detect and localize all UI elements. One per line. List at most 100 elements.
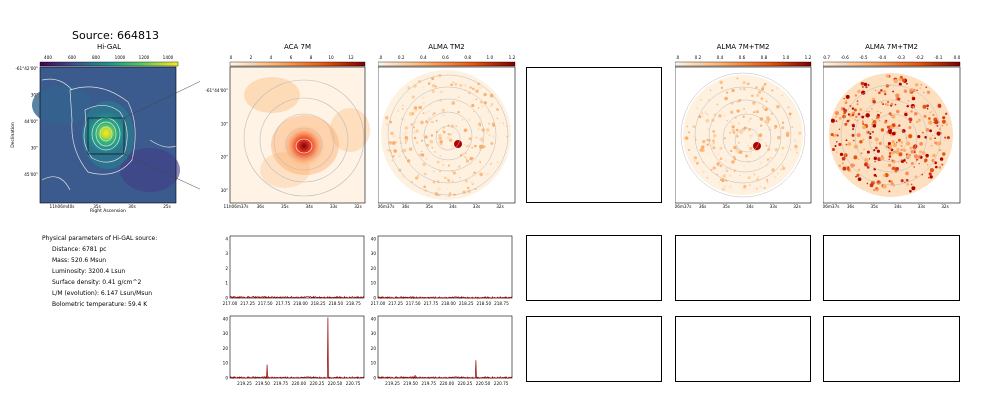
noise-speck: [438, 194, 441, 197]
noise-speck: [887, 101, 890, 104]
combo-colorbar-tick-label: 0.0: [675, 55, 680, 60]
noise-speck: [744, 111, 747, 114]
noise-speck: [891, 131, 896, 136]
noise-speck: [716, 152, 720, 156]
noise-speck: [429, 140, 434, 144]
noise-speck: [688, 131, 691, 134]
noise-speck: [889, 147, 892, 150]
noise-speck: [758, 133, 763, 138]
noise-speck: [753, 111, 756, 114]
noise-speck: [862, 122, 865, 125]
noise-speck: [713, 138, 715, 140]
noise-speck: [909, 89, 913, 93]
noise-speck: [882, 89, 887, 94]
noise-speck: [415, 109, 418, 112]
noise-speck: [431, 83, 436, 88]
aca-colorbar-tick-label: 4: [270, 55, 273, 60]
noise-speck: [452, 180, 454, 182]
noise-speck: [479, 100, 483, 104]
noise-speck: [417, 174, 420, 177]
spectrum-y-tick-label: 4: [225, 236, 228, 241]
noise-speck: [842, 107, 846, 111]
noise-speck: [861, 115, 865, 119]
noise-speck: [897, 138, 901, 142]
noise-speck: [781, 146, 785, 150]
aca-colorbar-tick-label: 12: [348, 55, 354, 60]
noise-speck: [479, 161, 482, 164]
noise-speck: [481, 128, 485, 132]
noise-speck: [909, 146, 913, 150]
tm2-colorbar-tick-label: 0.6: [442, 55, 449, 60]
noise-speck: [730, 110, 734, 114]
noise-speck: [455, 125, 458, 128]
noise-speck: [908, 117, 913, 122]
noise-speck: [930, 111, 933, 113]
tm2-x-tick-label: 35s: [425, 204, 433, 209]
noise-speck: [888, 155, 892, 158]
noise-speck: [781, 94, 784, 97]
noise-speck: [878, 91, 881, 95]
noise-speck: [935, 165, 938, 169]
noise-speck: [834, 115, 837, 118]
higal-colorbar-tick-label: 400: [44, 55, 52, 60]
noise-speck: [747, 176, 751, 180]
noise-speck: [459, 154, 463, 157]
noise-speck: [384, 142, 386, 145]
noise-speck: [763, 83, 767, 86]
noise-speck: [716, 103, 719, 106]
noise-speck: [498, 148, 500, 151]
spectrum-x-tick-label: 219.50: [403, 381, 418, 386]
noise-speck: [896, 147, 900, 151]
noise-speck: [417, 79, 422, 83]
noise-speck: [468, 137, 472, 141]
noise-speck: [385, 116, 389, 120]
noise-speck: [389, 120, 392, 124]
noise-speck: [857, 89, 861, 94]
noise-speck: [438, 136, 442, 140]
noise-speck: [913, 151, 916, 154]
spectrum-x-tick-label: 218.50: [476, 301, 491, 306]
noise-speck: [413, 136, 417, 140]
noise-speck: [706, 143, 709, 146]
noise-speck: [770, 157, 772, 159]
noise-speck: [856, 100, 859, 103]
noise-speck: [482, 172, 484, 174]
noise-speck: [882, 103, 884, 105]
noise-speck: [463, 128, 468, 133]
noise-speck: [888, 158, 891, 161]
noise-speck: [838, 164, 842, 168]
noise-speck: [404, 138, 409, 143]
noise-speck: [929, 111, 931, 114]
noise-speck: [432, 181, 436, 184]
noise-speck: [744, 154, 749, 158]
spectrum-y-tick-label: 20: [371, 346, 377, 351]
noise-speck: [890, 182, 894, 186]
aca-y-tick-label: 30": [221, 188, 228, 193]
noise-speck: [859, 108, 863, 112]
noise-speck: [479, 172, 483, 177]
noise-speck: [450, 178, 452, 180]
spectrum-x-tick-label: 217.25: [240, 301, 255, 306]
spectrum-x-tick-label: 220.25: [458, 381, 473, 386]
noise-speck: [874, 146, 878, 150]
higal-y-tick-label: 30": [31, 93, 38, 98]
combo-x-tick-label: 35s: [722, 204, 730, 209]
noise-speck: [422, 162, 426, 167]
noise-speck: [473, 171, 476, 175]
noise-speck: [928, 120, 933, 125]
noise-speck: [757, 176, 760, 178]
noise-speck: [866, 166, 870, 169]
noise-speck: [937, 104, 942, 108]
noise-speck: [767, 148, 771, 151]
noise-speck: [867, 131, 870, 134]
noise-speck: [401, 174, 405, 179]
noise-speck: [731, 125, 735, 129]
noise-speck: [402, 108, 404, 110]
noise-speck: [905, 162, 908, 164]
aca-contours: [243, 79, 365, 197]
noise-speck: [404, 130, 408, 135]
noise-speck: [932, 113, 935, 117]
noise-speck: [838, 128, 841, 131]
noise-speck: [901, 129, 906, 133]
aca-y-ticks: -61°44'00" 10" 20" 30": [205, 88, 228, 193]
